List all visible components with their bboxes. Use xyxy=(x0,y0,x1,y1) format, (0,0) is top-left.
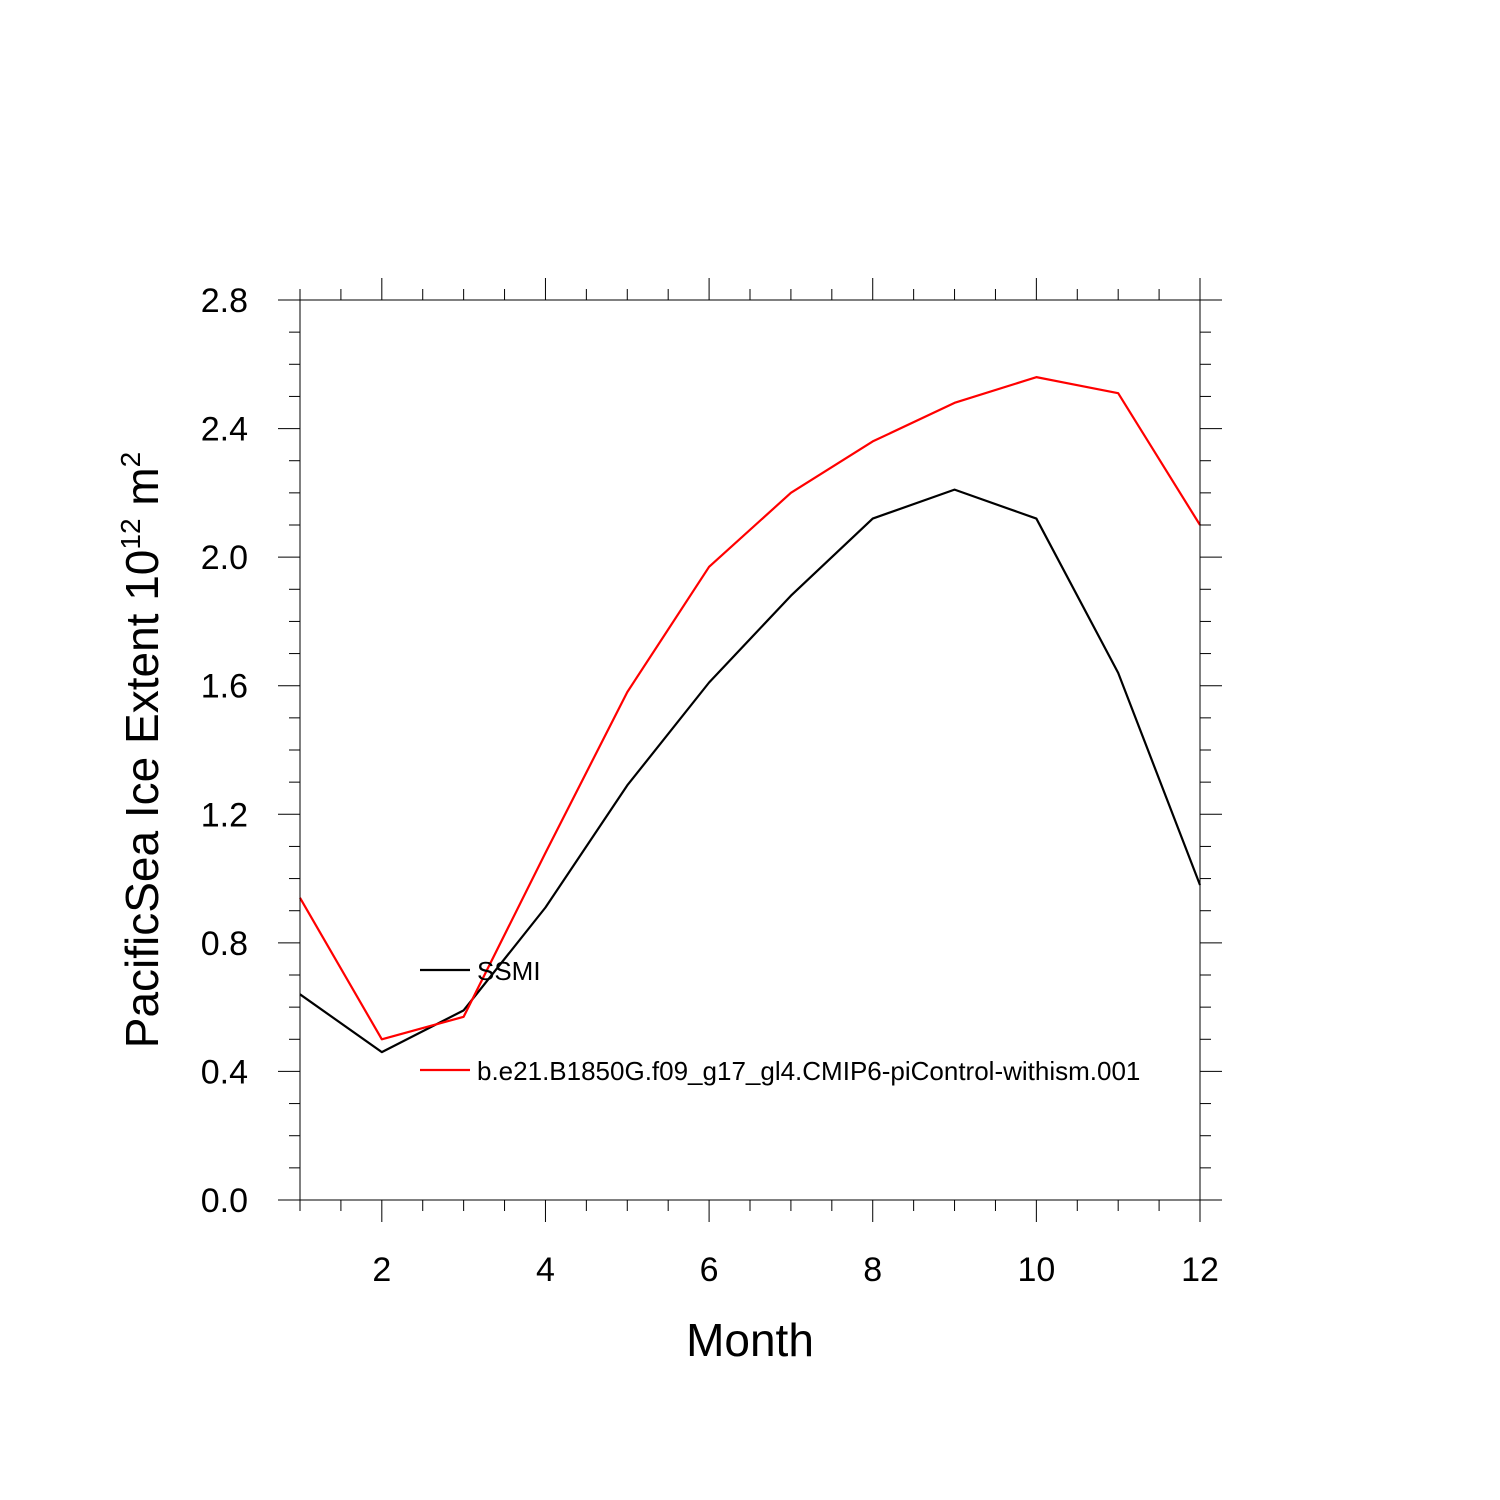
x-tick-label: 12 xyxy=(1181,1251,1219,1289)
y-tick-label: 1.2 xyxy=(201,796,248,834)
y-tick-label: 2.4 xyxy=(201,411,248,449)
x-tick-label: 2 xyxy=(372,1251,391,1289)
legend-label: SSMI xyxy=(477,956,541,986)
series-line-1 xyxy=(299,488,1202,1054)
plot-frame xyxy=(299,299,1201,1201)
ticks-layer xyxy=(278,278,1222,1222)
legend: SSMI b.e21.B1850G.f09_g17_gl4.CMIP6-piCon… xyxy=(420,956,1140,1086)
y-tick-label: 0.8 xyxy=(201,925,248,963)
y-tick-label: 0.4 xyxy=(201,1053,248,1091)
y-axis-title-unit: m xyxy=(116,467,168,518)
y-axis-title-unit-exponent: 2 xyxy=(115,452,146,468)
y-axis-title-exponent: 12 xyxy=(115,518,146,549)
y-tick-label: 0.0 xyxy=(201,1182,248,1220)
x-tick-label: 8 xyxy=(863,1251,882,1289)
x-axis-title: Month xyxy=(686,1314,814,1366)
y-tick-label: 1.6 xyxy=(201,668,248,706)
y-tick-label: 2.8 xyxy=(201,282,248,320)
x-tick-label: 4 xyxy=(536,1251,555,1289)
y-axis-title: PacificSea Ice Extent 1012 m2 xyxy=(115,452,168,1048)
tick-labels: 2 4 6 8 10 12 0.0 0.4 0.8 1.2 1.6 2.0 2.4 2.8 xyxy=(201,282,1219,1289)
y-tick-label: 2.0 xyxy=(201,539,248,577)
x-tick-label: 6 xyxy=(700,1251,719,1289)
series-layer xyxy=(299,376,1202,1054)
series-line-2 xyxy=(299,376,1201,1041)
x-tick-label: 10 xyxy=(1017,1251,1055,1289)
legend-label: b.e21.B1850G.f09_g17_gl4.CMIP6-piControl… xyxy=(477,1056,1140,1086)
y-axis-title-main: PacificSea Ice Extent 10 xyxy=(116,550,168,1049)
